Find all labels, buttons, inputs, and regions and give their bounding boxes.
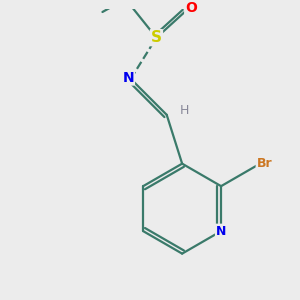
Text: O: O: [185, 1, 197, 15]
Text: S: S: [151, 30, 162, 45]
Text: N: N: [216, 225, 226, 238]
Text: H: H: [180, 104, 189, 118]
Text: Br: Br: [256, 157, 272, 169]
Text: N: N: [122, 70, 134, 85]
